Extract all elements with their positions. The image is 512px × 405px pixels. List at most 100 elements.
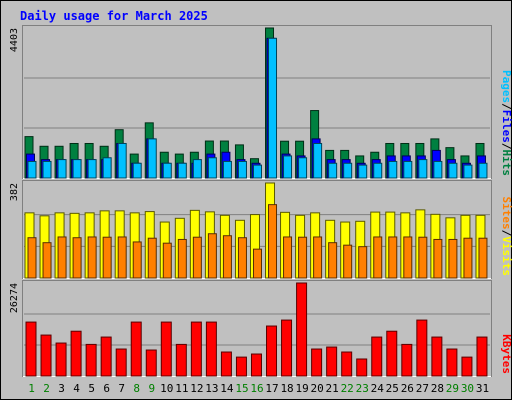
bar-pages [448,162,458,179]
day-label: 23 [356,382,369,395]
bar-pages [252,164,262,179]
bar-kbytes [461,356,473,377]
legend-hits-panel: Pages/Files/Hits [500,70,512,176]
bar-kbytes [145,349,157,377]
bar-sites [42,242,52,279]
bar-pages [132,162,142,179]
bar-sites [463,237,473,279]
bar-kbytes [296,282,308,377]
day-label: 5 [88,382,95,395]
bar-pages [403,160,413,179]
legend-kbytes-panel: KBytes [500,334,512,374]
day-label: 29 [446,382,459,395]
bar-kbytes [356,358,368,377]
bar-sites [252,248,262,279]
bar-kbytes [85,343,97,377]
bar-kbytes [70,330,82,377]
legend-entry-sites: Sites [500,197,512,230]
bar-kbytes [386,330,398,377]
bar-kbytes [220,351,232,377]
bar-kbytes [266,325,278,377]
bar-pages [388,160,398,179]
day-label: 8 [133,382,140,395]
bar-kbytes [446,348,458,377]
day-label: 28 [431,382,444,395]
bar-sites [192,236,202,279]
bar-pages [177,162,187,179]
day-label: 19 [295,382,308,395]
legend-text: KBytes [500,334,512,374]
chart-title: Daily usage for March 2025 [20,9,208,23]
day-label: 13 [205,382,218,395]
day-label: 21 [326,382,339,395]
bar-kbytes [250,353,262,377]
bar-pages [313,142,323,179]
bar-sites [147,237,157,279]
bar-kbytes [311,348,323,377]
legend-entry-files: Files [500,110,512,143]
bar-sites [237,237,247,279]
day-label: 14 [220,382,234,395]
bar-pages [268,37,278,179]
legend-visits-panel: Sites/Visits [500,197,512,277]
bar-pages [207,157,217,179]
day-label: 4 [73,382,80,395]
legend-separator: / [500,103,512,110]
day-label: 7 [118,382,125,395]
bar-pages [298,157,308,179]
legend-entry-pages: Pages [500,70,512,103]
bar-sites [388,236,398,279]
bar-kbytes [190,321,202,377]
bar-kbytes [175,343,187,377]
legend-entry-kbytes: KBytes [500,334,512,374]
bar-sites [162,242,172,279]
bar-pages [418,159,428,179]
bar-sites [222,235,232,279]
bar-sites [448,238,458,279]
day-label: 1 [28,382,35,395]
bar-sites [418,236,428,279]
day-label: 2 [43,382,50,395]
legend-text: Sites/Visits [500,197,512,277]
bar-sites [343,244,353,279]
day-label: 20 [311,382,324,395]
bar-kbytes [281,319,293,377]
bar-pages [237,160,247,179]
legend-separator: / [500,230,512,237]
panels-group: 4403Pages/Files/Hits382Sites/Visits26274… [9,25,512,377]
bar-pages [57,159,67,179]
bar-pages [283,155,293,179]
bar-pages [162,162,172,179]
bar-sites [117,236,127,279]
bar-kbytes [160,321,172,377]
bar-kbytes [401,343,413,377]
bar-sites [207,233,217,279]
day-label: 25 [386,382,399,395]
bar-pages [463,164,473,179]
bar-kbytes [326,346,338,377]
bar-kbytes [25,321,37,377]
bar-sites [328,242,338,279]
bar-kbytes [341,351,353,377]
bar-sites [177,238,187,279]
bar-kbytes [100,336,112,377]
bar-kbytes [40,334,52,377]
day-label: 10 [160,382,173,395]
bar-pages [192,159,202,179]
bar-kbytes [205,321,217,377]
day-label: 3 [58,382,65,395]
day-label: 16 [250,382,263,395]
bar-pages [117,142,127,179]
bar-pages [87,159,97,179]
day-label: 24 [371,382,385,395]
legend-entry-hits: Hits [500,150,512,177]
legend-entry-visits: Visits [500,236,512,276]
max-value-label: 26274 [9,283,20,313]
bar-kbytes [115,348,127,377]
day-label: 18 [280,382,293,395]
bar-sites [403,236,413,279]
bar-pages [433,160,443,179]
bar-sites [72,237,82,279]
